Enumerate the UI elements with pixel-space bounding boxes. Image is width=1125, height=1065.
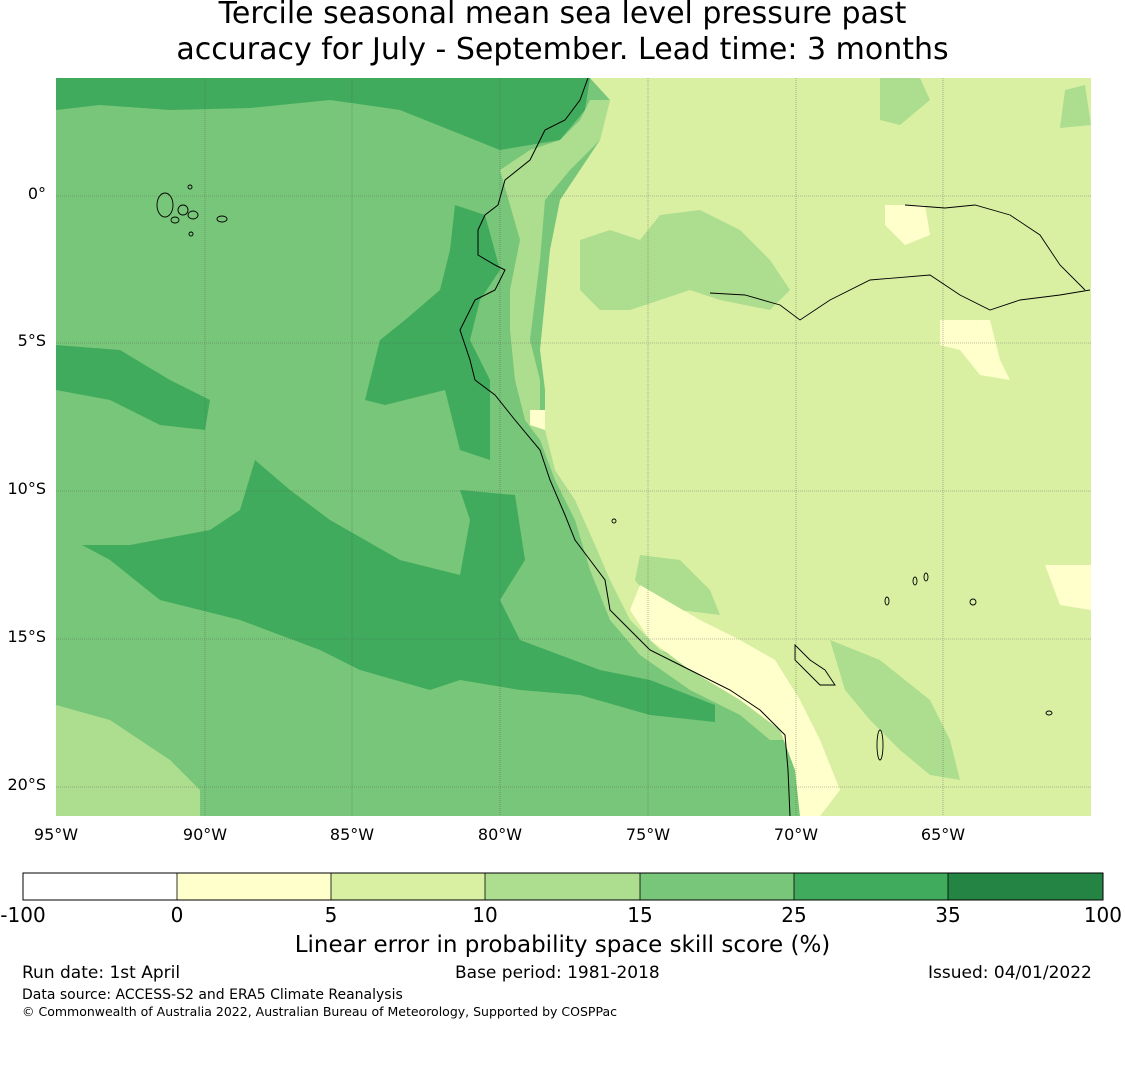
skill-map (56, 78, 1091, 816)
galapagos-islands (156, 184, 228, 237)
colorbar-frame (22, 872, 1104, 901)
data-source: Data source: ACCESS-S2 and ERA5 Climate … (22, 987, 403, 1003)
field-25-35-coast (365, 205, 500, 460)
colorbar-label-35: 35 (935, 903, 961, 927)
field-10-15-coast (500, 100, 790, 740)
lon-tick-80w: 80°W (477, 825, 523, 844)
colorbar-bin-neg100-0 (23, 873, 177, 900)
field-25-35-south (82, 460, 715, 722)
lat-tick-5s: 5°S (17, 331, 46, 350)
colorbar-label-100: 100 (1083, 903, 1122, 927)
colorbar (22, 872, 1104, 901)
field-0-5-coastal-south (630, 585, 840, 816)
coastline-south-america (459, 78, 791, 816)
colorbar-bin-35-100 (948, 873, 1103, 900)
colorbar-title: Linear error in probability space skill … (294, 932, 831, 958)
lat-tick-15s: 15°S (7, 627, 46, 646)
colorbar-bin-15-25 (640, 873, 794, 900)
lat-tick-0: 0° (27, 184, 46, 203)
field-0-5-north (885, 205, 930, 245)
colorbar-label-neg100: -100 (0, 903, 46, 927)
colorbar-label-25: 25 (781, 903, 807, 927)
field-25-35-north (56, 78, 590, 150)
issued-date: Issued: 04/01/2022 (928, 963, 1092, 983)
map-title-line-1: Tercile seasonal mean sea level pressure… (218, 0, 907, 31)
small-lakes (611, 518, 1053, 761)
field-10-15-southeast (830, 640, 960, 780)
colorbar-bin-10-15 (485, 873, 640, 900)
river-north (904, 204, 1086, 291)
lat-tick-20s: 20°S (7, 775, 46, 794)
map-title: Tercile seasonal mean sea level pressure… (0, 0, 1125, 68)
field-25-35-west (56, 345, 210, 430)
lon-tick-90w: 90°W (182, 825, 228, 844)
map-title-line-2: accuracy for July - September. Lead time… (176, 32, 949, 67)
colorbar-label-0: 0 (170, 903, 184, 927)
colorbar-bin-0-5 (177, 873, 331, 900)
colorbar-label-5: 5 (324, 903, 338, 927)
colorbar-bin-25-35 (794, 873, 948, 900)
lon-tick-85w: 85°W (329, 825, 375, 844)
field-10-15-ne2 (1060, 85, 1091, 128)
colorbar-label-10: 10 (472, 903, 498, 927)
gridlines (56, 78, 1091, 816)
colorbar-label-15: 15 (627, 903, 653, 927)
field-0-5-far-east (1045, 565, 1091, 610)
lon-tick-70w: 70°W (773, 825, 819, 844)
lon-tick-65w: 65°W (920, 825, 966, 844)
lat-tick-10s: 10°S (7, 479, 46, 498)
field-10-15-interior (580, 210, 790, 310)
river-south (709, 274, 1091, 321)
base-period: Base period: 1981-2018 (455, 963, 660, 983)
field-0-5-peru (530, 410, 545, 430)
field-15-25-sw (56, 705, 200, 816)
copyright: © Commonwealth of Australia 2022, Austra… (22, 1004, 617, 1019)
field-10-15-ne (880, 78, 930, 125)
lake-titicaca (794, 643, 836, 686)
run-date: Run date: 1st April (22, 963, 181, 983)
field-0-5-east (940, 320, 1010, 380)
lon-tick-95w: 95°W (33, 825, 79, 844)
colorbar-bin-5-10 (331, 873, 485, 900)
lon-tick-75w: 75°W (625, 825, 671, 844)
